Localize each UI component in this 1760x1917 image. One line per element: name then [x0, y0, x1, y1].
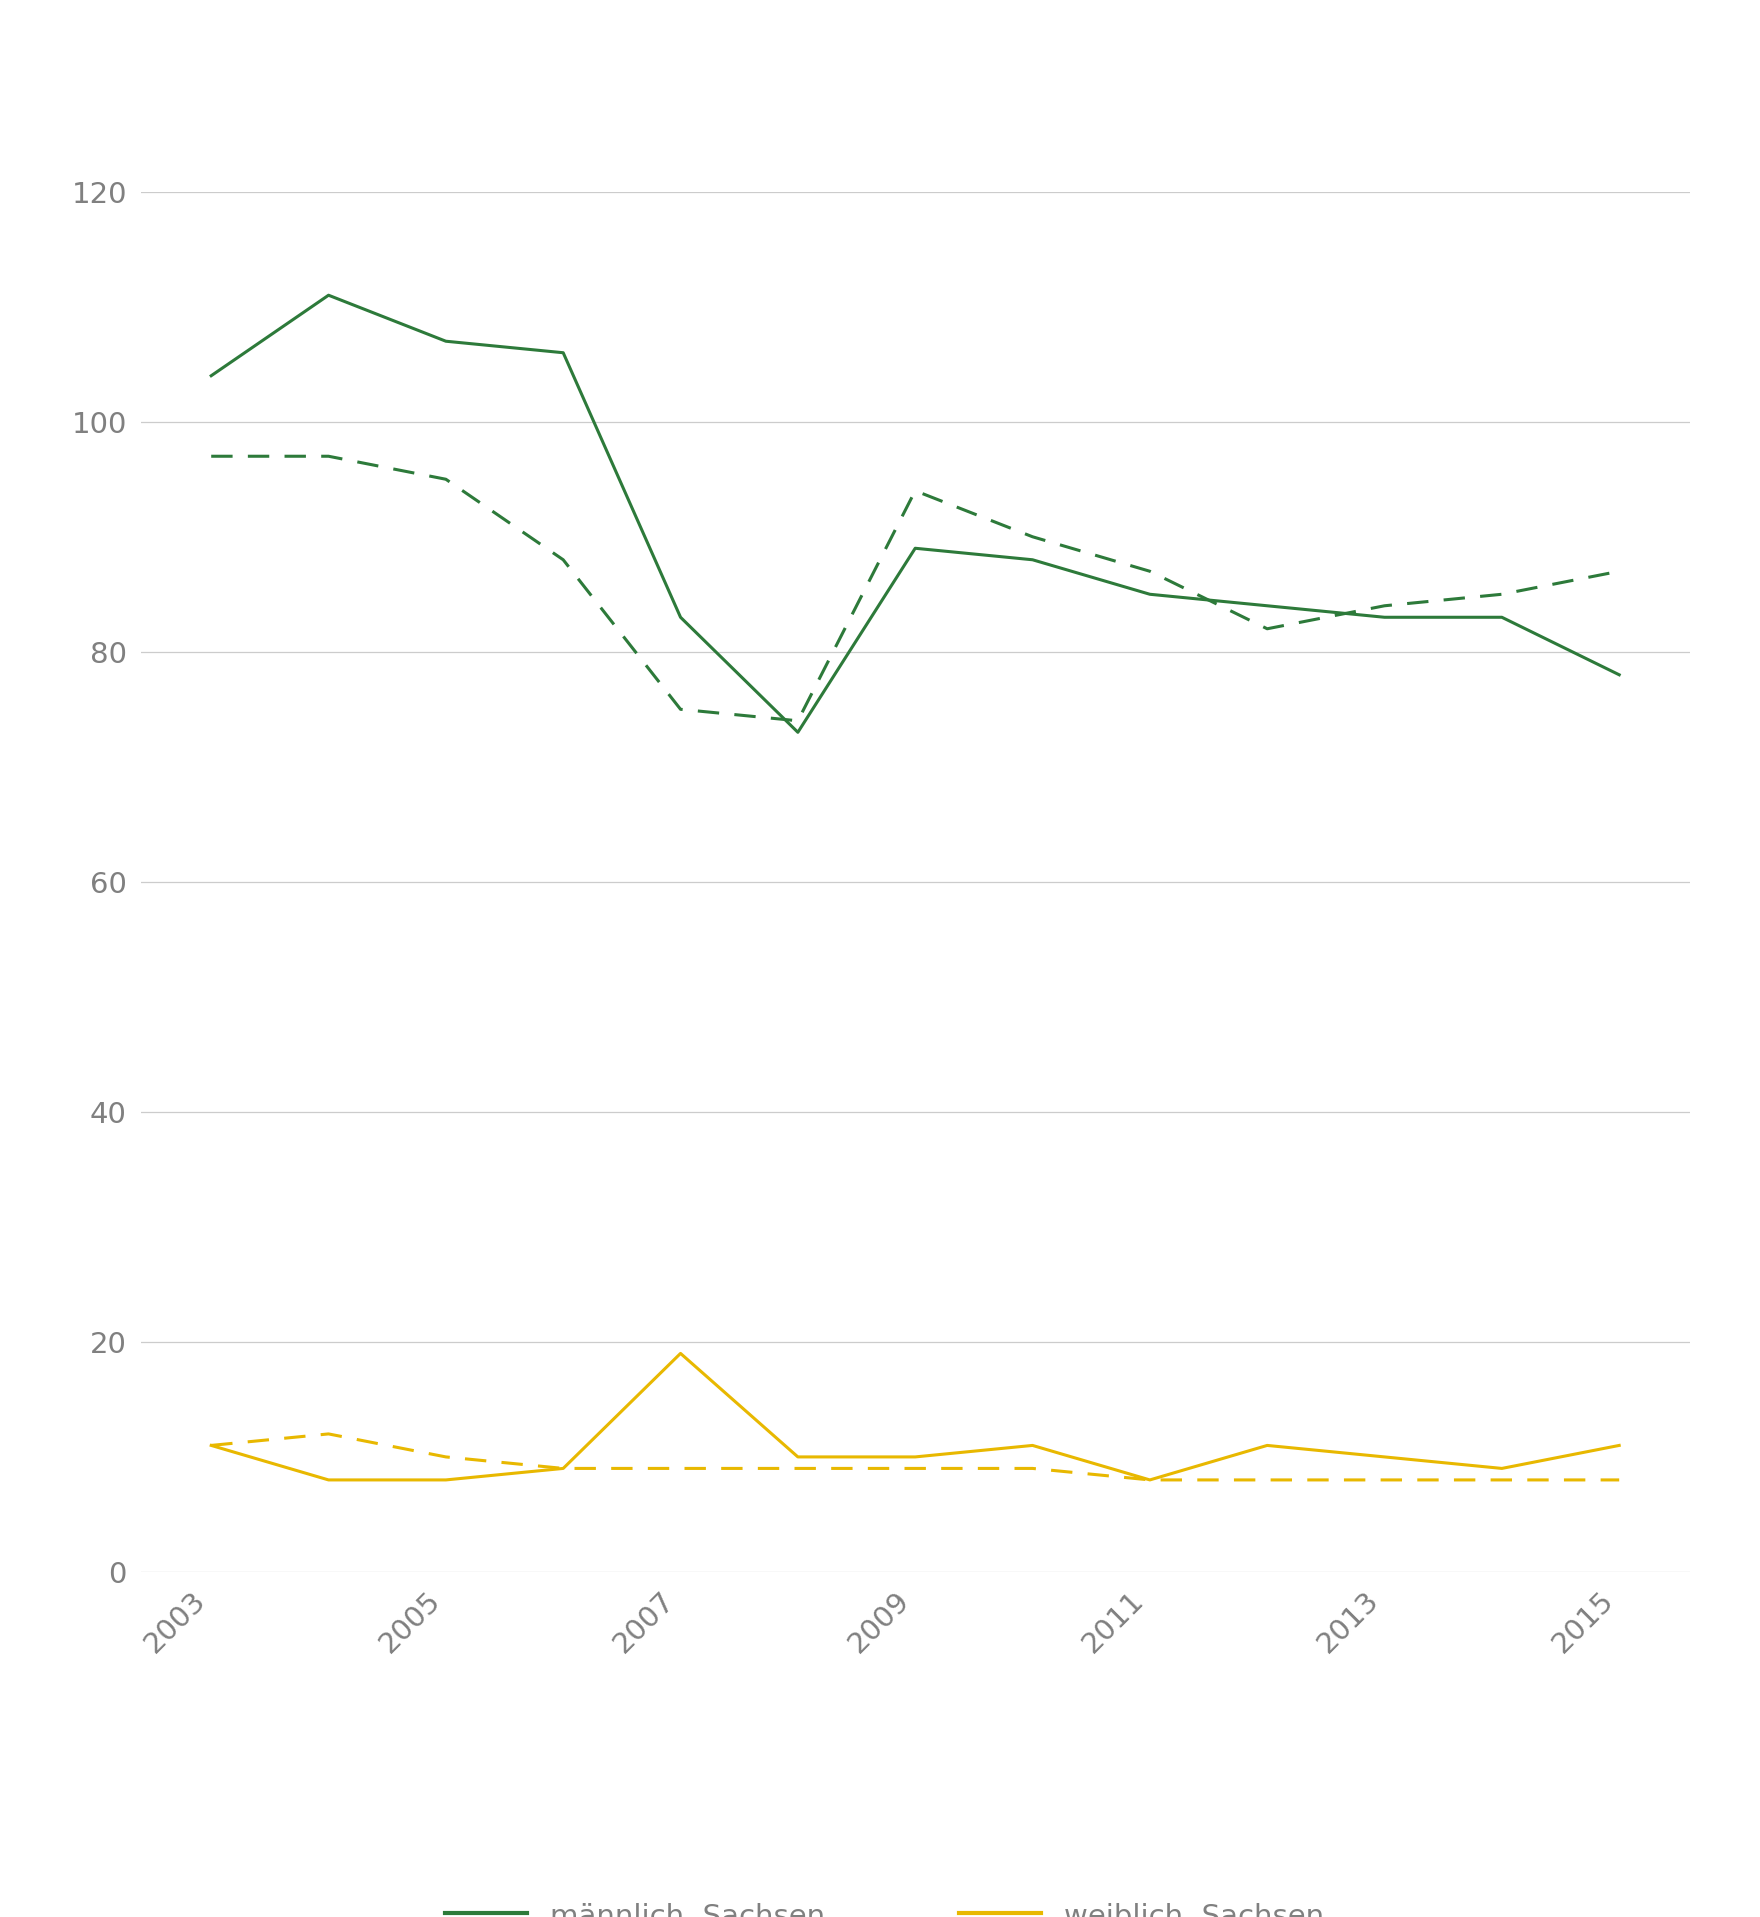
Legend: männlich, Sachsen, männlich, Deutschland, weiblich, Sachsen, weiblich, Deutschla: männlich, Sachsen, männlich, Deutschland…: [433, 1890, 1397, 1917]
